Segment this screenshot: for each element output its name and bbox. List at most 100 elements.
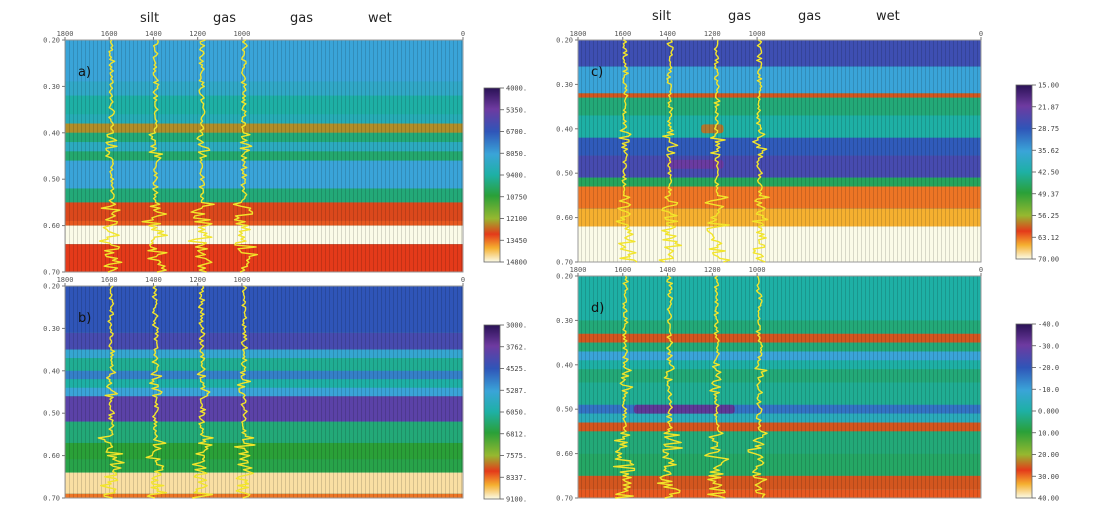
well-log-curve xyxy=(232,39,258,273)
y-tick-label: 0.30 xyxy=(556,317,573,325)
x-tick-label: 1800 xyxy=(570,30,587,38)
y-tick-label: 0.40 xyxy=(43,129,60,137)
colorbar xyxy=(1015,323,1033,499)
colorbar-tick-label: 20.00 xyxy=(1038,451,1059,459)
plot-frame xyxy=(577,275,982,499)
y-tick-label: 0.50 xyxy=(43,176,60,184)
well-log-curve xyxy=(615,39,638,263)
y-tick-label: 0.20 xyxy=(43,37,60,45)
y-tick-label: 0.40 xyxy=(556,361,573,369)
colorbar-tick-label: 6050. xyxy=(506,409,527,417)
colorbar-tick-label: 4000. xyxy=(506,85,527,93)
colorbar-tick-label: 9400. xyxy=(506,172,527,180)
plot-frame xyxy=(577,39,982,263)
well-log-curve xyxy=(145,285,168,499)
well-label-wet: wet xyxy=(368,11,392,26)
x-tick-label: 1600 xyxy=(614,30,631,38)
x-tick-label: 0 xyxy=(979,30,983,38)
colorbar-tick-label: 10750 xyxy=(506,193,527,201)
colorbar-tick-label: 30.00 xyxy=(1038,473,1059,481)
seismic-traces xyxy=(65,40,463,272)
x-tick-label: 1000 xyxy=(233,276,250,284)
colorbar-tick-label: 28.75 xyxy=(1038,125,1059,133)
colorbar-tick-label: 10.00 xyxy=(1038,429,1059,437)
colorbar-tick-label: 14800 xyxy=(506,259,527,267)
x-tick-label: 0 xyxy=(979,266,983,274)
y-tick-label: 0.60 xyxy=(43,452,60,460)
plot-frame xyxy=(64,39,464,273)
colorbar-tick-label: 15.00 xyxy=(1038,82,1059,90)
y-tick-label: 0.20 xyxy=(556,37,573,45)
colorbar-tick-label: 63.12 xyxy=(1038,234,1059,242)
panel-b: 1800 1600 1400 1200 1000 0 0.20 0.30 0.40 0.50 0.6… xyxy=(43,276,527,504)
x-tick-label: 0 xyxy=(461,276,465,284)
well-log-curve xyxy=(704,275,730,499)
well-log-curve xyxy=(704,39,731,263)
seismic-traces xyxy=(65,286,463,498)
x-tick-label: 1400 xyxy=(145,276,162,284)
y-tick-label: 0.20 xyxy=(556,273,573,281)
well-label-wet: wet xyxy=(876,9,900,24)
panel-d: 1800 1600 1400 1200 1000 0 0.20 0.30 0.40 0.50 0.6… xyxy=(556,266,1059,503)
colorbar-tick-label: 13450 xyxy=(506,237,527,245)
colorbar-tick-label: 9100. xyxy=(506,496,527,504)
well-labels-right: silt gas gas wet xyxy=(652,9,900,24)
y-tick-label: 0.30 xyxy=(43,83,60,91)
x-tick-label: 1600 xyxy=(101,276,118,284)
well-label-silt: silt xyxy=(652,9,671,24)
well-log-curve xyxy=(751,39,770,263)
colorbar-tick-label: 56.25 xyxy=(1038,212,1059,220)
y-tick-label: 0.50 xyxy=(556,170,573,178)
y-tick-label: 0.70 xyxy=(556,495,573,503)
colorbar-tick-label: 70.00 xyxy=(1038,256,1059,264)
colorbar-tick-label: 12100 xyxy=(506,215,527,223)
x-tick-label: 0 xyxy=(461,30,465,38)
well-log-curve xyxy=(141,39,168,273)
panel-label: a) xyxy=(78,65,91,80)
well-label-silt: silt xyxy=(140,11,159,26)
colorbar-tick-label: 8050. xyxy=(506,150,527,158)
colorbar-tick-label: 0.000 xyxy=(1038,408,1059,416)
y-tick-label: 0.40 xyxy=(43,367,60,375)
y-tick-label: 0.30 xyxy=(43,325,60,333)
colorbar-tick-label: 7575. xyxy=(506,452,527,460)
x-tick-label: 1000 xyxy=(749,266,766,274)
well-log-curve xyxy=(97,285,125,499)
well-log-curve xyxy=(98,39,123,273)
x-tick-label: 1600 xyxy=(101,30,118,38)
colorbar-tick-label: -40.0 xyxy=(1038,321,1059,329)
colorbar-tick-label: -30.0 xyxy=(1038,342,1059,350)
colorbar-tick-label: 3762. xyxy=(506,343,527,351)
seismic-traces xyxy=(578,276,981,498)
y-tick-label: 0.50 xyxy=(556,406,573,414)
y-tick-label: 0.70 xyxy=(556,259,573,267)
colorbar-tick-label: 42.50 xyxy=(1038,169,1059,177)
well-label-gas-1: gas xyxy=(728,9,751,24)
y-tick-label: 0.60 xyxy=(556,450,573,458)
colorbar-tick-label: 8337. xyxy=(506,474,527,482)
x-tick-label: 1400 xyxy=(659,266,676,274)
x-tick-label: 1800 xyxy=(57,276,74,284)
well-label-gas-2: gas xyxy=(798,9,821,24)
colorbar-tick-label: 21.87 xyxy=(1038,103,1059,111)
seismic-traces xyxy=(578,40,981,262)
panel-label: c) xyxy=(591,65,603,80)
colorbar xyxy=(483,87,501,263)
colorbar xyxy=(1015,84,1033,260)
well-label-gas-2: gas xyxy=(290,11,313,26)
well-log-curve xyxy=(234,285,256,499)
y-tick-label: 0.50 xyxy=(43,410,60,418)
x-tick-label: 1400 xyxy=(145,30,162,38)
colorbar-tick-label: 4525. xyxy=(506,365,527,373)
panel-label: b) xyxy=(78,311,91,326)
colorbar xyxy=(483,324,501,500)
y-tick-label: 0.60 xyxy=(556,214,573,222)
colorbar-tick-label: 35.62 xyxy=(1038,147,1059,155)
well-log-curve xyxy=(747,275,768,499)
well-log-curve xyxy=(658,39,682,263)
well-log-curve xyxy=(191,285,214,499)
colorbar-tick-label: 5287. xyxy=(506,387,527,395)
y-tick-label: 0.70 xyxy=(43,495,60,503)
x-tick-label: 1000 xyxy=(233,30,250,38)
